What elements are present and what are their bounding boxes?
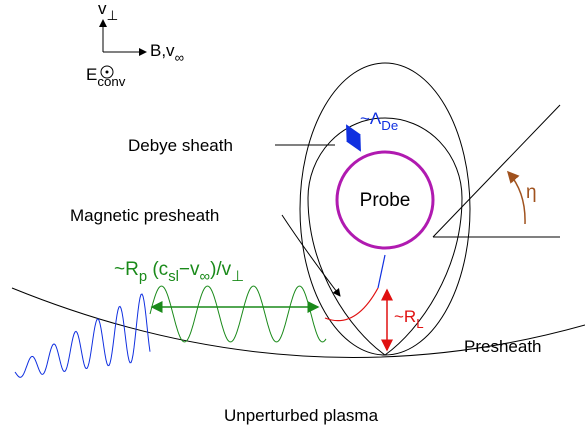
label-subscript: ∞	[200, 269, 211, 285]
presheath-curve	[11, 287, 585, 358]
label-subscript: L	[416, 316, 423, 331]
label: Probe	[360, 190, 411, 211]
out-of-plane-symbol	[100, 65, 114, 79]
field-line	[432, 104, 561, 238]
label-main: )/v	[210, 259, 232, 280]
label-subscript: ⊥	[231, 269, 244, 285]
label: B,v∞	[150, 41, 185, 65]
label: v⊥	[98, 0, 118, 23]
debye-sheath-boundary	[307, 117, 463, 356]
angle-arrow	[506, 170, 526, 225]
label-main: ~Λ	[360, 109, 382, 128]
label: Debye sheath	[128, 136, 233, 155]
label: η	[526, 182, 537, 203]
label-main: (c	[147, 259, 168, 280]
ion-trajectory	[14, 293, 151, 378]
label: Magnetic presheath	[70, 206, 219, 225]
label-main: E	[86, 65, 97, 84]
label-subscript: sl	[168, 269, 179, 285]
label: ~RL	[394, 307, 424, 331]
out-of-plane-dot	[105, 70, 109, 74]
label-main: v	[98, 0, 107, 18]
label-subscript: ∞	[175, 50, 185, 65]
label-main: −v	[179, 259, 200, 280]
label: Unperturbed plasma	[224, 406, 379, 425]
label: ~ΛDe	[360, 109, 398, 133]
probe	[335, 150, 435, 250]
label: ~Rp (csl−v∞)/v⊥	[114, 259, 244, 285]
ion-trajectory	[377, 254, 386, 289]
ion-trajectory	[324, 287, 379, 322]
label-subscript: De	[381, 118, 398, 133]
label-main: ~R	[394, 307, 416, 326]
label-subscript: conv	[97, 74, 125, 89]
debye-length-arrow	[346, 124, 361, 152]
label-main: B,v	[150, 41, 175, 60]
label-subscript: ⊥	[107, 8, 119, 23]
label-subscript: p	[139, 269, 147, 285]
leader-line	[281, 214, 341, 297]
ion-trajectory	[149, 285, 327, 343]
label: Presheath	[464, 337, 542, 356]
label: Econv	[86, 65, 126, 89]
label-main: ~R	[114, 259, 139, 280]
